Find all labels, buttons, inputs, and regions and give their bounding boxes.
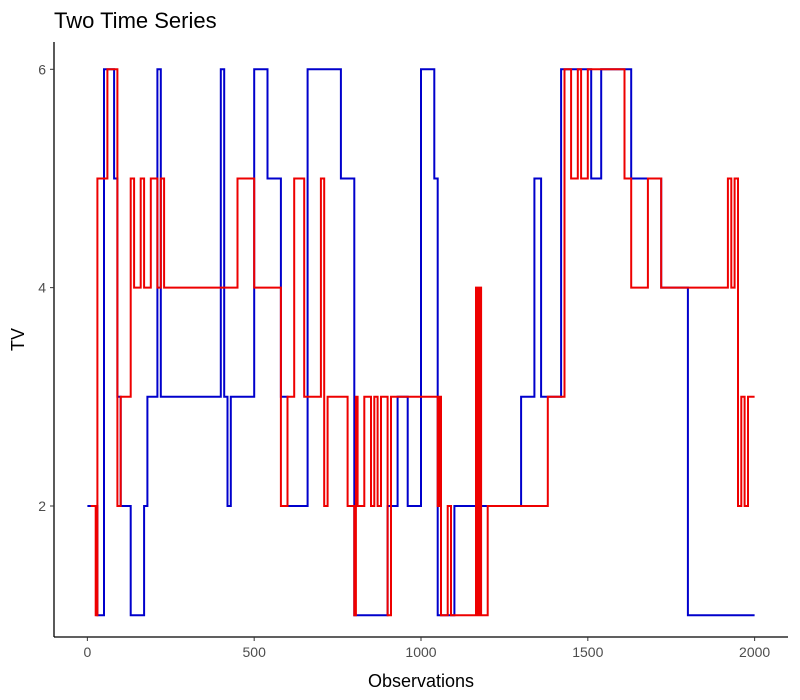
y-axis-title: TV bbox=[8, 328, 28, 351]
x-axis-title: Observations bbox=[368, 671, 474, 691]
x-tick-label: 2000 bbox=[739, 644, 770, 660]
x-tick-label: 0 bbox=[83, 644, 91, 660]
y-tick-label: 6 bbox=[38, 61, 46, 77]
y-axis-ticks: 2 4 6 bbox=[38, 61, 54, 514]
chart-title: Two Time Series bbox=[54, 8, 217, 33]
x-axis-ticks: 0 500 1000 1500 2000 bbox=[83, 637, 770, 660]
y-tick-label: 2 bbox=[38, 498, 46, 514]
series-1-line bbox=[87, 68, 755, 617]
plot-area bbox=[87, 68, 755, 617]
x-tick-label: 1000 bbox=[405, 644, 436, 660]
x-tick-label: 1500 bbox=[572, 644, 603, 660]
y-tick-label: 4 bbox=[38, 280, 46, 296]
series-2-line bbox=[90, 68, 755, 617]
x-tick-label: 500 bbox=[243, 644, 267, 660]
